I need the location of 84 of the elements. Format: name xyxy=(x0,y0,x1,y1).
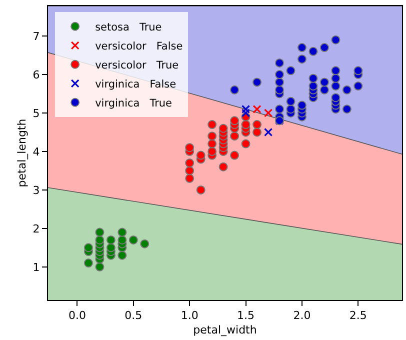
y-tick-label: 2 xyxy=(32,222,40,236)
point xyxy=(95,262,104,272)
point xyxy=(208,146,217,156)
point xyxy=(308,82,318,91)
point xyxy=(320,85,329,94)
legend-label: virginica False xyxy=(95,78,176,90)
legend-label: setosa True xyxy=(95,21,162,34)
legend-label: virginica True xyxy=(95,97,172,110)
point xyxy=(218,162,228,172)
x-tick-label: 1.0 xyxy=(180,309,198,322)
point xyxy=(275,70,284,79)
point xyxy=(320,78,329,87)
point xyxy=(252,104,262,114)
point xyxy=(218,124,228,133)
point xyxy=(286,104,296,114)
x-tick-label: 2.5 xyxy=(349,309,367,322)
point xyxy=(106,243,116,252)
point xyxy=(208,139,217,148)
y-tick-label: 3 xyxy=(32,184,40,197)
point xyxy=(118,250,127,260)
point xyxy=(185,174,194,183)
y-tick-label: 7 xyxy=(32,30,40,43)
point xyxy=(230,150,240,160)
point xyxy=(331,74,340,83)
point xyxy=(320,43,329,52)
x-tick-label: 1.5 xyxy=(237,309,255,322)
point xyxy=(264,128,273,137)
point xyxy=(118,235,127,244)
x-tick-label: 2.0 xyxy=(293,309,311,322)
point xyxy=(241,139,250,148)
point xyxy=(185,158,194,168)
point xyxy=(331,35,340,44)
point xyxy=(354,66,363,76)
point xyxy=(308,74,318,83)
point xyxy=(297,54,306,64)
point xyxy=(185,143,194,152)
y-tick-label: 4 xyxy=(32,145,40,158)
point xyxy=(331,82,340,91)
y-axis-title: petal_length xyxy=(15,118,28,188)
point xyxy=(308,46,318,56)
point xyxy=(354,82,363,91)
point xyxy=(342,85,352,94)
point xyxy=(252,120,262,130)
point xyxy=(208,120,217,130)
point xyxy=(140,239,150,248)
point xyxy=(230,116,240,126)
point xyxy=(342,104,352,114)
point xyxy=(230,85,240,94)
y-tick-label: 5 xyxy=(32,106,40,120)
point xyxy=(275,85,284,94)
y-tick-label: 1 xyxy=(32,260,40,274)
x-tick-label: 0.5 xyxy=(124,309,142,322)
point xyxy=(297,100,306,110)
point xyxy=(241,120,250,130)
y-tick-label: 6 xyxy=(32,68,40,82)
point xyxy=(230,132,240,141)
point xyxy=(241,104,250,114)
point xyxy=(84,258,93,268)
x-tick-label: 0.0 xyxy=(68,309,86,322)
point xyxy=(84,243,93,252)
point xyxy=(297,43,306,52)
point xyxy=(118,228,127,237)
point xyxy=(275,104,284,114)
point xyxy=(275,58,284,68)
point xyxy=(95,235,104,244)
point xyxy=(252,78,262,87)
point xyxy=(286,66,296,76)
point xyxy=(264,108,273,118)
point xyxy=(275,78,284,87)
legend-label: versicolor False xyxy=(95,40,183,52)
point xyxy=(95,228,104,237)
point xyxy=(331,66,340,76)
point xyxy=(196,185,206,194)
point xyxy=(128,235,138,244)
legend-label: versicolor True xyxy=(95,59,179,72)
point xyxy=(106,235,116,244)
point xyxy=(331,93,340,102)
point xyxy=(196,150,206,160)
point xyxy=(241,108,250,118)
point xyxy=(286,96,296,106)
point xyxy=(208,132,217,141)
point xyxy=(252,128,262,137)
point xyxy=(185,166,194,176)
x-axis-title: petal_width xyxy=(193,323,257,336)
